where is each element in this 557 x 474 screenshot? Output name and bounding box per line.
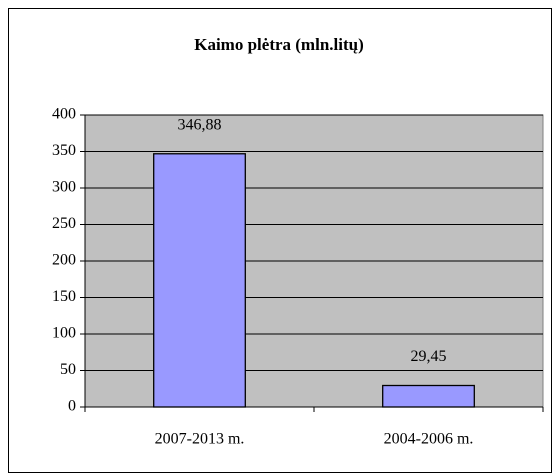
bar bbox=[153, 153, 246, 408]
y-tick-label: 400 bbox=[52, 106, 76, 123]
x-tick-label: 2004-2006 m. bbox=[384, 431, 474, 448]
x-tick-label: 2007-2013 m. bbox=[155, 431, 245, 448]
bar bbox=[382, 384, 475, 408]
data-label: 346,88 bbox=[178, 116, 222, 133]
data-label: 29,45 bbox=[411, 348, 447, 365]
y-tick-label: 0 bbox=[68, 398, 76, 415]
y-tick-label: 250 bbox=[52, 215, 76, 232]
y-tick-label: 350 bbox=[52, 142, 76, 159]
y-tick-label: 100 bbox=[52, 325, 76, 342]
y-tick-label: 150 bbox=[52, 288, 76, 305]
chart-title: Kaimo plėtra (mln.litų) bbox=[194, 35, 364, 54]
y-tick-label: 50 bbox=[60, 361, 76, 378]
y-tick-label: 300 bbox=[52, 179, 76, 196]
y-tick-label: 200 bbox=[52, 252, 76, 269]
